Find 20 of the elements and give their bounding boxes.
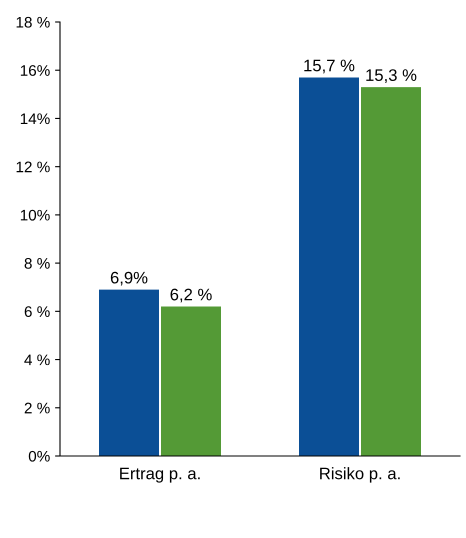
y-tick-label: 10%	[20, 210, 50, 221]
data-label: 6,2 %	[170, 288, 212, 302]
x-tick-label: Risiko p. a.	[320, 467, 400, 483]
y-tick-label: 12 %	[16, 162, 50, 172]
y-tick-label: 4 %	[24, 354, 50, 366]
data-label: 15,7 %	[304, 60, 354, 74]
y-tick-label: 6 %	[24, 306, 50, 318]
y-tick-label: 2 %	[24, 402, 50, 414]
bar	[161, 306, 221, 456]
data-label: 15,3 %	[366, 69, 416, 83]
data-label: 6,9%	[110, 272, 148, 286]
y-tick-label: 16%	[20, 65, 50, 76]
y-tick-label: 0%	[28, 450, 50, 462]
bar	[99, 290, 159, 456]
bar	[361, 87, 421, 456]
bar	[299, 77, 359, 456]
y-tick-label: 14%	[20, 113, 50, 124]
y-tick-label: 18 %	[16, 16, 50, 28]
y-tick-label: 8 %	[24, 258, 50, 269]
x-tick-label: Ertrag p. a.	[120, 468, 200, 483]
